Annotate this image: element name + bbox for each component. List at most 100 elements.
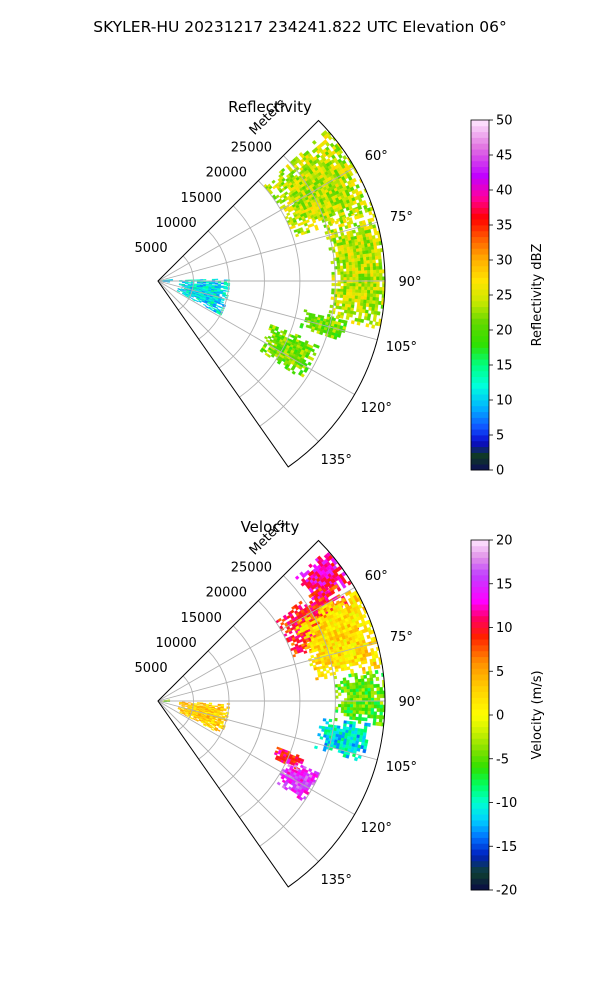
echo-gate — [371, 277, 374, 280]
echo-gate — [358, 682, 361, 686]
echo-gate — [357, 255, 360, 258]
azimuth-spoke — [158, 281, 355, 395]
echo-gate — [370, 270, 373, 274]
echo-gate — [311, 655, 315, 658]
echo-gate — [220, 303, 223, 305]
colorbar-swatch — [471, 418, 489, 424]
echo-gate — [353, 286, 356, 289]
colorbar-swatch — [471, 447, 489, 453]
echo-gate — [345, 301, 348, 304]
echo-gate — [380, 694, 383, 698]
echo-gate — [351, 305, 354, 309]
echo-gate — [221, 287, 224, 288]
echo-gate — [338, 684, 341, 687]
echo-gate — [374, 308, 377, 312]
colorbar-tick-label: 20 — [496, 534, 513, 549]
echo-gate — [365, 708, 368, 711]
colorbar-swatch — [471, 330, 489, 336]
echo-gate — [344, 684, 347, 687]
echo-gate — [326, 721, 329, 724]
echo-gate — [347, 692, 350, 695]
echo-gate — [351, 320, 355, 324]
echo-gate — [346, 295, 349, 298]
echo-gate — [329, 310, 332, 313]
echo-gate — [341, 286, 344, 289]
echo-region — [334, 670, 386, 726]
colorbar-swatch — [471, 318, 489, 324]
echo-gate — [353, 704, 356, 707]
echo-gate — [367, 297, 370, 301]
echo-gate — [350, 277, 353, 280]
echo-gate — [379, 722, 382, 726]
echo-gate — [370, 681, 373, 685]
echo-gate — [359, 284, 362, 287]
echo-gate — [347, 686, 350, 689]
echo-gate — [349, 262, 352, 265]
echo-gate — [356, 692, 359, 695]
echo-gate — [343, 266, 346, 269]
colorbar-swatch — [471, 394, 489, 400]
echo-gate — [348, 253, 351, 256]
colorbar-swatch — [471, 371, 489, 377]
echo-gate — [361, 261, 364, 265]
echo-gate — [377, 694, 380, 698]
echo-gate — [358, 717, 361, 721]
echo-gate — [343, 219, 347, 223]
echo-gate — [368, 688, 371, 692]
echo-gate — [331, 261, 334, 264]
echo-gate — [370, 267, 373, 271]
echo-gate — [344, 277, 347, 280]
colorbar-swatch — [471, 423, 489, 429]
echo-gate — [203, 282, 206, 283]
echo-gate — [298, 335, 302, 338]
echo-gate — [373, 263, 376, 267]
echo-gate — [227, 703, 230, 704]
echo-gate — [345, 304, 348, 307]
echo-gate — [367, 264, 370, 268]
echo-gate — [362, 274, 365, 277]
echo-gate — [350, 686, 353, 689]
echo-gate — [368, 695, 371, 698]
colorbar-swatch — [471, 698, 489, 704]
echo-gate — [361, 293, 364, 296]
echo-gate — [362, 688, 365, 691]
echo-gate — [203, 304, 206, 306]
echo-gate — [373, 722, 376, 726]
echo-gate — [373, 297, 376, 301]
figure-title: SKYLER-HU 20231217 234241.822 UTC Elevat… — [93, 18, 507, 36]
echo-gate — [349, 289, 352, 292]
echo-gate — [342, 304, 345, 307]
echo-gate — [206, 306, 209, 308]
echo-gate — [341, 277, 344, 280]
echo-gate — [272, 180, 276, 184]
echo-gate — [347, 689, 350, 692]
colorbar-swatch — [471, 785, 489, 791]
azimuth-tick-label: 60° — [365, 149, 388, 164]
echo-gate — [268, 336, 272, 339]
colorbar-swatch — [471, 202, 489, 208]
azimuth-tick-label: 75° — [390, 210, 413, 225]
echo-gate — [349, 314, 353, 318]
colorbar-swatch — [471, 873, 489, 879]
echo-gate — [374, 246, 377, 250]
colorbar-swatch — [471, 867, 489, 873]
colorbar-swatch — [471, 400, 489, 406]
colorbar-swatch — [471, 797, 489, 803]
echo-gate — [356, 184, 360, 189]
echo-gate — [347, 271, 350, 274]
colorbar-swatch — [471, 622, 489, 628]
azimuth-tick-label: 105° — [386, 760, 417, 775]
colorbar-swatch — [471, 278, 489, 284]
echo-gate — [348, 259, 351, 262]
echo-gate — [378, 301, 381, 305]
echo-gate — [188, 703, 191, 704]
echo-gate — [366, 257, 369, 261]
echo-gate — [223, 710, 226, 712]
echo-gate — [363, 257, 366, 261]
echo-gate — [353, 283, 356, 286]
echo-gate — [364, 261, 367, 265]
echo-gate — [376, 287, 379, 291]
colorbar-swatch — [471, 709, 489, 715]
echo-gate — [359, 274, 362, 277]
